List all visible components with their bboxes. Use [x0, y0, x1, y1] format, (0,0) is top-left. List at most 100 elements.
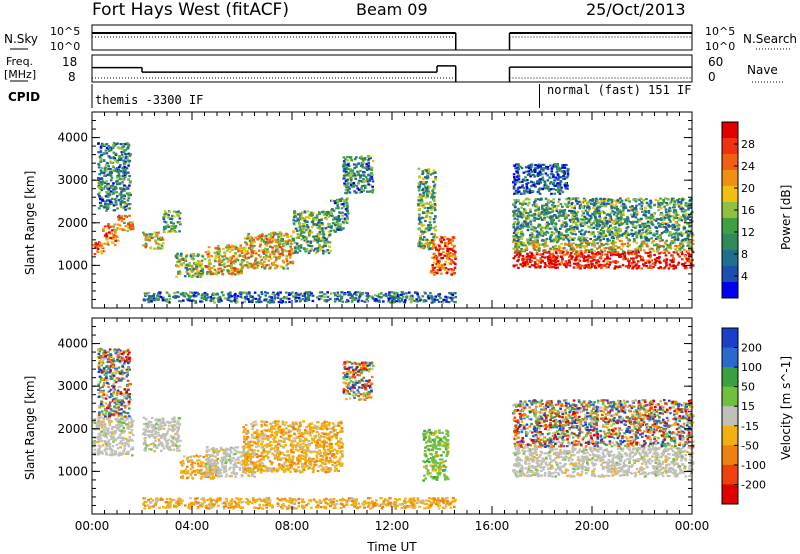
data-cell: [226, 244, 229, 247]
data-cell: [124, 155, 128, 158]
data-cell: [340, 197, 344, 200]
data-cell: [292, 231, 295, 234]
data-cell: [184, 258, 187, 261]
data-cell: [109, 146, 112, 149]
data-cell: [223, 265, 227, 268]
data-cell: [119, 187, 122, 190]
data-cell: [677, 219, 681, 222]
data-cell: [517, 235, 520, 239]
data-cell: [118, 147, 121, 150]
data-cell: [123, 171, 127, 174]
data-cell: [654, 198, 657, 201]
data-cell: [596, 212, 600, 215]
data-cell: [367, 157, 371, 160]
data-cell: [251, 246, 255, 249]
data-cell: [525, 247, 529, 250]
data-cell: [608, 263, 611, 266]
data-cell: [632, 238, 636, 241]
data-cell: [561, 223, 564, 226]
data-cell: [431, 172, 435, 175]
data-cell: [357, 171, 360, 175]
data-cell: [427, 186, 430, 189]
data-cell: [659, 207, 663, 210]
data-cell: [546, 244, 549, 247]
data-cell: [105, 232, 108, 235]
data-cell: [562, 211, 565, 214]
data-cell: [210, 266, 214, 270]
data-cell: [263, 247, 267, 250]
data-cell: [570, 247, 573, 250]
data-cell: [163, 220, 166, 223]
data-cell: [266, 301, 270, 304]
nsearch-tick-high: 10^5: [705, 25, 735, 38]
data-cell: [635, 267, 639, 270]
data-cell: [535, 203, 538, 206]
data-cell: [568, 244, 571, 247]
data-cell: [220, 270, 224, 273]
data-cell: [246, 250, 249, 253]
data-cell: [452, 292, 455, 295]
data-cell: [604, 222, 607, 225]
data-cell: [598, 212, 602, 215]
data-cell: [600, 251, 604, 254]
data-cell: [649, 253, 652, 257]
data-cell: [623, 251, 626, 254]
data-cell: [566, 172, 570, 175]
data-cell: [546, 174, 549, 177]
data-cell: [182, 261, 185, 265]
data-cell: [356, 173, 360, 176]
data-cell: [598, 263, 601, 266]
data-cell: [285, 297, 289, 300]
data-cell: [516, 163, 520, 166]
data-cell: [106, 162, 109, 165]
data-cell: [325, 214, 329, 217]
data-cell: [99, 145, 103, 148]
data-cell: [251, 239, 255, 242]
data-cell: [554, 228, 558, 231]
data-cell: [320, 237, 323, 240]
data-cell: [285, 257, 288, 261]
data-cell: [116, 194, 119, 198]
data-cell: [191, 269, 195, 272]
data-cell: [318, 223, 322, 226]
data-cell: [552, 198, 555, 201]
data-cell: [633, 261, 636, 264]
data-cell: [349, 181, 353, 184]
data-cell: [114, 159, 117, 162]
data-cell: [567, 200, 571, 204]
data-cell: [310, 231, 314, 234]
data-cell: [191, 270, 194, 273]
data-cell: [650, 237, 654, 240]
data-cell: [571, 238, 574, 241]
data-cell: [518, 250, 522, 253]
data-cell: [112, 237, 116, 240]
data-cell: [591, 242, 594, 245]
data-cell: [216, 253, 220, 256]
data-cell: [305, 215, 308, 219]
data-cell: [612, 237, 615, 240]
data-cell: [419, 223, 423, 226]
data-cell: [549, 182, 552, 185]
data-cell: [430, 269, 433, 272]
data-cell: [586, 259, 589, 262]
data-cell: [144, 238, 148, 242]
data-cell: [118, 182, 121, 186]
data-cell: [612, 246, 615, 249]
data-cell: [298, 213, 302, 216]
data-cell: [341, 220, 345, 224]
data-cell: [520, 243, 523, 246]
data-cell: [362, 189, 365, 192]
data-cell: [654, 237, 658, 240]
data-cell: [360, 174, 363, 177]
data-cell: [590, 265, 593, 268]
data-cell: [265, 244, 269, 247]
data-cell: [554, 244, 557, 248]
data-cell: [657, 247, 660, 250]
freq-traces: [92, 65, 692, 82]
data-cell: [362, 161, 365, 164]
data-cell: [318, 211, 321, 214]
data-cell: [546, 216, 549, 219]
data-cell: [345, 198, 348, 201]
data-cell: [440, 264, 444, 267]
data-cell: [647, 239, 651, 242]
